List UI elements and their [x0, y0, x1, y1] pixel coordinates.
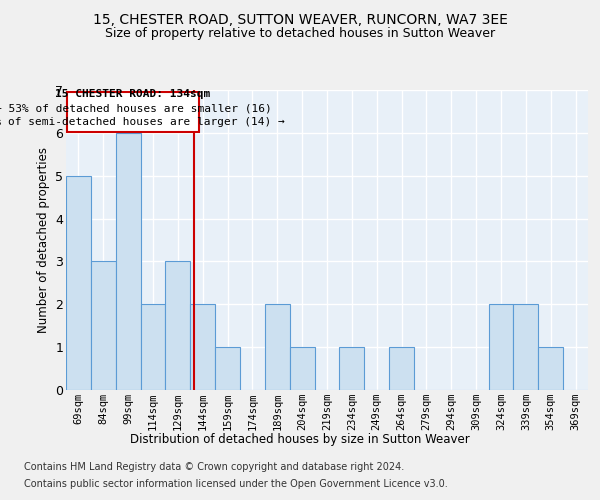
- Bar: [514, 304, 538, 390]
- Text: Distribution of detached houses by size in Sutton Weaver: Distribution of detached houses by size …: [130, 432, 470, 446]
- Bar: [488, 304, 514, 390]
- Bar: [290, 347, 314, 390]
- FancyBboxPatch shape: [67, 92, 199, 132]
- Bar: [166, 262, 190, 390]
- Text: Contains public sector information licensed under the Open Government Licence v3: Contains public sector information licen…: [24, 479, 448, 489]
- Text: 15 CHESTER ROAD: 134sqm: 15 CHESTER ROAD: 134sqm: [55, 90, 211, 100]
- Bar: [538, 347, 563, 390]
- Bar: [389, 347, 414, 390]
- Bar: [116, 133, 140, 390]
- Text: 15, CHESTER ROAD, SUTTON WEAVER, RUNCORN, WA7 3EE: 15, CHESTER ROAD, SUTTON WEAVER, RUNCORN…: [92, 12, 508, 26]
- Text: Size of property relative to detached houses in Sutton Weaver: Size of property relative to detached ho…: [105, 28, 495, 40]
- Bar: [66, 176, 91, 390]
- Text: ← 53% of detached houses are smaller (16): ← 53% of detached houses are smaller (16…: [0, 103, 271, 113]
- Bar: [91, 262, 116, 390]
- Text: Contains HM Land Registry data © Crown copyright and database right 2024.: Contains HM Land Registry data © Crown c…: [24, 462, 404, 472]
- Y-axis label: Number of detached properties: Number of detached properties: [37, 147, 50, 333]
- Bar: [140, 304, 166, 390]
- Bar: [265, 304, 290, 390]
- Text: 47% of semi-detached houses are larger (14) →: 47% of semi-detached houses are larger (…: [0, 117, 285, 127]
- Bar: [340, 347, 364, 390]
- Bar: [215, 347, 240, 390]
- Bar: [190, 304, 215, 390]
